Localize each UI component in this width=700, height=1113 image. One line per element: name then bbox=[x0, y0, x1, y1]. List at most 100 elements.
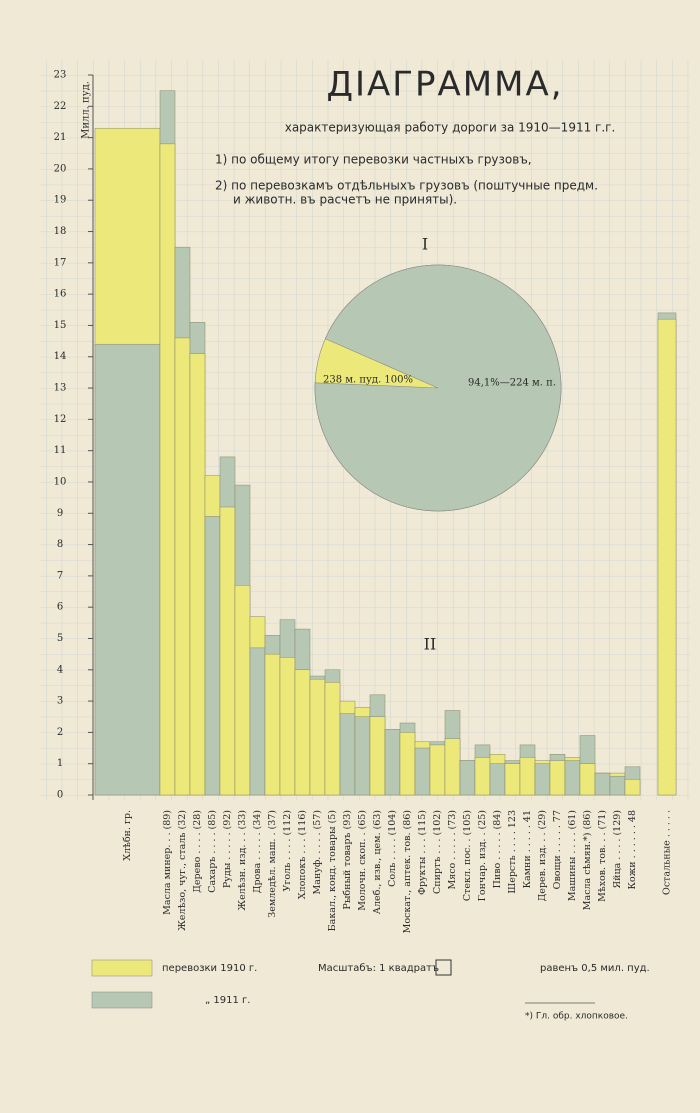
bar bbox=[219, 506, 236, 796]
bar bbox=[579, 763, 596, 796]
bar bbox=[444, 738, 461, 796]
bar bbox=[504, 763, 521, 796]
pie-label: 94,1%—224 м. п. bbox=[468, 378, 556, 389]
y-tick-label: 9 bbox=[57, 508, 63, 519]
pie-slice bbox=[314, 264, 562, 512]
bar bbox=[189, 353, 206, 796]
chart-title: ДIАГРАММА, bbox=[326, 65, 563, 105]
bar bbox=[474, 757, 491, 796]
y-tick-label: 1 bbox=[57, 758, 63, 769]
x-tick-label: Остальные . . . . . bbox=[662, 810, 673, 895]
x-tick-label: Масла минер. . . (89) bbox=[162, 810, 173, 915]
y-tick-label: 18 bbox=[54, 226, 67, 237]
section-label: II bbox=[424, 635, 437, 654]
note: 1) по общему итогу перевозки частныхъ гр… bbox=[215, 153, 532, 167]
x-tick-label: Дерево . . . . (28) bbox=[192, 810, 203, 893]
bar bbox=[339, 713, 356, 796]
bar bbox=[354, 716, 371, 796]
bar bbox=[399, 732, 416, 796]
y-tick-label: 17 bbox=[54, 257, 67, 268]
bar bbox=[657, 318, 677, 796]
bar bbox=[384, 729, 401, 796]
y-tick-label: 21 bbox=[54, 132, 67, 143]
y-tick-label: 12 bbox=[54, 414, 67, 425]
y-tick-label: 14 bbox=[54, 351, 67, 362]
bar bbox=[459, 760, 476, 796]
y-tick-label: 10 bbox=[54, 476, 67, 487]
note: и животн. въ расчетъ не приняты). bbox=[233, 193, 457, 207]
scale-note: равенъ 0,5 мил. пуд. bbox=[540, 963, 650, 974]
bar bbox=[429, 744, 446, 796]
y-tick-label: 7 bbox=[57, 570, 63, 581]
y-tick-label: 13 bbox=[54, 383, 67, 394]
footnote: *) Гл. обр. хлопковое. bbox=[525, 1012, 628, 1022]
y-tick-label: 16 bbox=[54, 289, 67, 300]
legend-label: „ 1911 г. bbox=[205, 995, 250, 1006]
y-tick-label: 0 bbox=[57, 790, 63, 801]
x-tick-label: Мѣхов. тов. . . (71) bbox=[597, 810, 608, 902]
x-tick-label: Земледѣл. маш. . (37) bbox=[267, 810, 278, 918]
note: 2) по перевозкамъ отдѣльныхъ грузовъ (по… bbox=[215, 179, 598, 193]
bar bbox=[159, 143, 176, 796]
bar bbox=[324, 682, 341, 796]
bar bbox=[549, 760, 566, 796]
x-tick-label: Дрова . . . . . (34) bbox=[252, 810, 263, 893]
bar bbox=[564, 760, 581, 796]
bar bbox=[264, 653, 281, 796]
x-tick-label: Фрукты . . . (115) bbox=[417, 810, 428, 895]
y-tick-label: 4 bbox=[57, 664, 63, 675]
x-tick-label: Дерев. изд. . . (29) bbox=[537, 810, 548, 901]
bar bbox=[624, 779, 641, 796]
x-tick-label: Бакал., конд. товары (5) bbox=[327, 810, 338, 931]
x-tick-label: Яйца . . . . (129) bbox=[612, 810, 623, 889]
legend-label: перевозки 1910 г. bbox=[162, 963, 257, 974]
bar bbox=[414, 747, 431, 796]
x-tick-label: Алеб., изв., цем. (63) bbox=[372, 810, 383, 914]
x-tick-label: Стекл. пос. . (105) bbox=[462, 810, 473, 901]
bar bbox=[534, 763, 551, 796]
pie-label: 238 м. пуд. 100% bbox=[323, 375, 413, 386]
x-tick-label: Масла сѣмян.*) (86) bbox=[582, 810, 593, 910]
x-tick-label: Хлѣбн. гр. bbox=[122, 810, 133, 861]
x-tick-label: Мясо . . . . . (73) bbox=[447, 810, 458, 889]
y-tick-label: 23 bbox=[54, 70, 67, 81]
x-tick-label: Кожи . . . . . . 48 bbox=[627, 810, 638, 890]
subtitle: характеризующая работу дороги за 1910—19… bbox=[285, 121, 616, 135]
x-tick-label: Желѣзн. изд. . . (33) bbox=[237, 810, 248, 911]
x-tick-label: Желѣзо, чуг., сталь (32) bbox=[177, 810, 188, 931]
x-tick-label: Овощи . . . . . 77 bbox=[552, 810, 563, 889]
bar bbox=[594, 772, 611, 796]
y-tick-label: 19 bbox=[54, 195, 67, 206]
legend-swatch bbox=[91, 959, 153, 977]
y-tick-label: 3 bbox=[57, 696, 63, 707]
legend-swatch bbox=[91, 991, 153, 1009]
scale-note: Масштабъ: 1 квадратъ bbox=[318, 963, 439, 974]
bar bbox=[234, 585, 251, 796]
y-tick-label: 15 bbox=[54, 320, 67, 331]
y-tick-label: 2 bbox=[57, 727, 63, 738]
bar bbox=[609, 775, 626, 796]
y-tick-label: 11 bbox=[54, 445, 67, 456]
bar bbox=[174, 337, 191, 796]
x-tick-label: Пиво . . . . . (84) bbox=[492, 810, 503, 888]
x-tick-label: Мануф. . . . . (57) bbox=[312, 810, 323, 894]
y-axis-label: Милл. пуд. bbox=[81, 81, 92, 139]
bar bbox=[94, 343, 161, 796]
bar bbox=[519, 757, 536, 796]
x-tick-label: Москат., аптек. тов. (86) bbox=[402, 810, 413, 933]
x-tick-label: Хлопокъ . . . (116) bbox=[297, 810, 308, 899]
x-tick-label: Гончар. изд. . (25) bbox=[477, 810, 488, 901]
x-tick-label: Соль . . . . (104) bbox=[387, 810, 398, 887]
x-tick-label: Камни . . . . . 41 bbox=[522, 810, 533, 888]
x-tick-label: Уголь . . . . (112) bbox=[282, 810, 293, 892]
bar bbox=[249, 647, 266, 796]
x-tick-label: Сахаръ . . . . (85) bbox=[207, 810, 218, 893]
bar bbox=[369, 716, 386, 796]
section-label: I bbox=[422, 235, 428, 254]
y-tick-label: 5 bbox=[57, 633, 63, 644]
bar bbox=[309, 678, 326, 796]
x-tick-label: Рыбный товаръ (93) bbox=[342, 810, 353, 910]
y-tick-label: 22 bbox=[54, 101, 67, 112]
